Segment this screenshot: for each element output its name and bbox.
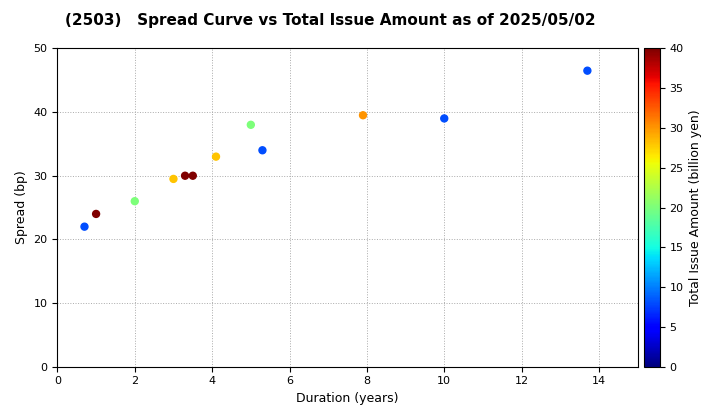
Point bbox=[129, 198, 140, 205]
Y-axis label: Spread (bp): Spread (bp) bbox=[15, 171, 28, 244]
Point bbox=[582, 67, 593, 74]
Point bbox=[78, 223, 90, 230]
X-axis label: Duration (years): Duration (years) bbox=[297, 392, 399, 405]
Point bbox=[187, 172, 199, 179]
Point bbox=[245, 121, 256, 128]
Point bbox=[168, 176, 179, 182]
Point bbox=[438, 115, 450, 122]
Point bbox=[210, 153, 222, 160]
Point bbox=[90, 210, 102, 217]
Text: (2503)   Spread Curve vs Total Issue Amount as of 2025/05/02: (2503) Spread Curve vs Total Issue Amoun… bbox=[65, 13, 595, 28]
Y-axis label: Total Issue Amount (billion yen): Total Issue Amount (billion yen) bbox=[689, 109, 702, 306]
Point bbox=[256, 147, 268, 154]
Point bbox=[179, 172, 191, 179]
Point bbox=[357, 112, 369, 118]
